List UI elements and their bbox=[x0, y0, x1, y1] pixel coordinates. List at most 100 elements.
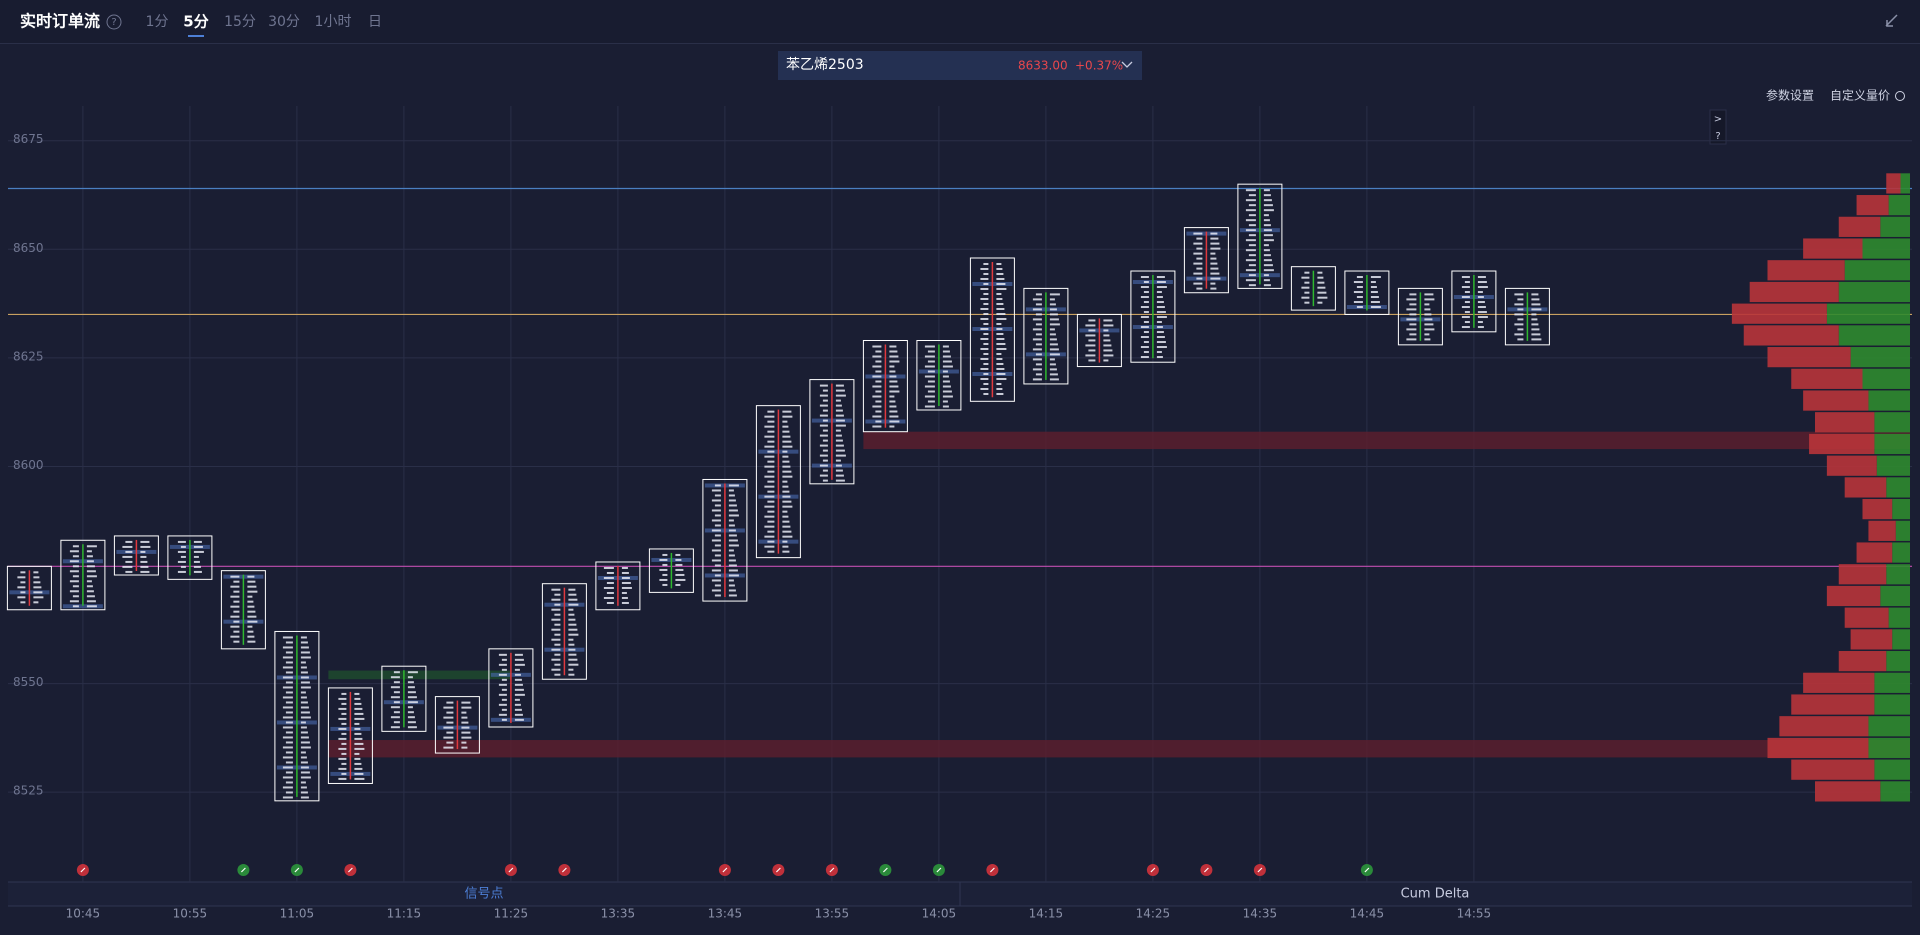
footprint-cell bbox=[551, 668, 561, 671]
footprint-cell bbox=[554, 613, 561, 616]
footprint-cell bbox=[1424, 328, 1435, 331]
footprint-cell bbox=[300, 676, 309, 679]
footprint-cell bbox=[1103, 354, 1114, 357]
footprint-cell bbox=[822, 469, 828, 472]
footprint-cell bbox=[924, 405, 935, 408]
footprint-cell bbox=[764, 455, 775, 458]
volume-profile-bar bbox=[1862, 368, 1910, 389]
footprint-cell bbox=[282, 726, 293, 729]
timeframe-tab[interactable]: 日 bbox=[368, 14, 382, 30]
footprint-cell bbox=[764, 525, 775, 528]
footprint-cell bbox=[980, 387, 989, 390]
timeframe-tab[interactable]: 5分 bbox=[183, 13, 208, 31]
footprint-cell bbox=[1210, 272, 1220, 275]
footprint-cell bbox=[300, 701, 308, 704]
footprint-cell bbox=[764, 535, 775, 538]
footprint-cell bbox=[980, 327, 989, 330]
footprint-cell bbox=[341, 772, 347, 775]
footprint-cell bbox=[782, 410, 792, 413]
footprint-cell bbox=[767, 490, 775, 493]
footprint-cell bbox=[568, 603, 579, 606]
signal-panel-tab[interactable]: 信号点 bbox=[464, 887, 503, 902]
footprint-cell bbox=[1263, 234, 1273, 237]
footprint-cell bbox=[942, 350, 950, 353]
footprint-cell bbox=[1049, 318, 1059, 321]
footprint-cell bbox=[835, 459, 841, 462]
footprint-cell bbox=[300, 641, 308, 644]
footprint-cell bbox=[889, 345, 897, 348]
volume-profile-bar bbox=[1803, 238, 1863, 259]
footprint-cell bbox=[1143, 351, 1149, 354]
footprint-cell bbox=[461, 706, 472, 709]
footprint-cell bbox=[285, 691, 293, 694]
footprint-cell bbox=[767, 520, 775, 523]
footprint-cell bbox=[942, 385, 951, 388]
footprint-cell bbox=[461, 746, 468, 749]
custom-icon[interactable] bbox=[1895, 91, 1905, 101]
footprint-cell bbox=[1143, 331, 1149, 334]
footprint-cell bbox=[247, 605, 255, 608]
footprint-cell bbox=[621, 581, 631, 584]
footprint-cell bbox=[1196, 267, 1203, 270]
footprint-cell bbox=[1143, 301, 1149, 304]
footprint-cell bbox=[1424, 323, 1434, 326]
footprint-cell bbox=[300, 696, 307, 699]
minimize-icon[interactable] bbox=[1885, 14, 1898, 27]
footprint-cell bbox=[927, 380, 935, 383]
footprint-bar bbox=[1504, 287, 1550, 346]
footprint-cell bbox=[782, 485, 789, 488]
footprint-cell bbox=[822, 399, 828, 402]
volume-profile-bar bbox=[1803, 672, 1875, 693]
footprint-cell bbox=[1156, 281, 1166, 284]
footprint-cell bbox=[764, 485, 775, 488]
footprint-cell bbox=[714, 584, 721, 587]
timeframe-tab[interactable]: 1分 bbox=[146, 14, 169, 30]
side-expand[interactable]: > bbox=[1714, 114, 1722, 125]
custom-volume-button[interactable]: 自定义量价 bbox=[1830, 88, 1890, 103]
side-button-box[interactable] bbox=[1709, 109, 1727, 145]
footprint-cell bbox=[1424, 298, 1435, 301]
timeframe-tab[interactable]: 1小时 bbox=[315, 14, 352, 30]
footprint-cell bbox=[501, 668, 507, 671]
footprint-cell bbox=[1356, 276, 1363, 279]
footprint-cell bbox=[1049, 333, 1056, 336]
footprint-cell bbox=[1156, 316, 1167, 319]
footprint-cell bbox=[300, 711, 310, 714]
footprint-cell bbox=[1085, 354, 1096, 357]
timeframe-tab[interactable]: 15分 bbox=[224, 14, 256, 30]
help-mark[interactable]: ? bbox=[111, 17, 116, 28]
side-help[interactable]: ? bbox=[1715, 131, 1720, 142]
settings-button[interactable]: 参数设置 bbox=[1766, 88, 1814, 103]
instrument-box[interactable] bbox=[778, 51, 1142, 80]
footprint-cell bbox=[1193, 272, 1203, 275]
footprint-cell bbox=[1263, 194, 1271, 197]
footprint-cell bbox=[354, 712, 364, 715]
footprint-cell bbox=[1317, 291, 1327, 294]
dropdown-arrow[interactable] bbox=[1121, 61, 1133, 68]
footprint-cell bbox=[606, 581, 614, 584]
footprint-cell bbox=[889, 415, 899, 418]
footprint-cell bbox=[1263, 269, 1274, 272]
minimize-arrow[interactable] bbox=[1886, 20, 1893, 27]
timeframe-tab[interactable]: 30分 bbox=[268, 14, 300, 30]
help-icon[interactable] bbox=[106, 14, 122, 30]
footprint-cell bbox=[501, 718, 507, 721]
footprint-cell bbox=[1210, 257, 1217, 260]
x-tick-label: 11:05 bbox=[280, 907, 315, 921]
footprint-cell bbox=[1032, 378, 1042, 381]
footprint-cell bbox=[983, 352, 989, 355]
volume-profile-bar bbox=[1844, 477, 1887, 498]
instrument-name[interactable]: 苯乙烯2503 bbox=[786, 56, 864, 73]
footprint-cell bbox=[341, 742, 347, 745]
footprint-cell bbox=[996, 262, 1002, 265]
footprint-cell bbox=[1317, 296, 1328, 299]
y-tick-label: 8525 bbox=[13, 784, 44, 798]
minimize-stroke[interactable] bbox=[1885, 14, 1898, 27]
footprint-cell bbox=[711, 589, 721, 592]
footprint-cell bbox=[983, 332, 989, 335]
cum-delta-tab[interactable]: Cum Delta bbox=[1401, 887, 1470, 902]
footprint-cell bbox=[1049, 343, 1058, 346]
footprint-cell bbox=[675, 573, 685, 576]
footprint-cell bbox=[407, 681, 414, 684]
